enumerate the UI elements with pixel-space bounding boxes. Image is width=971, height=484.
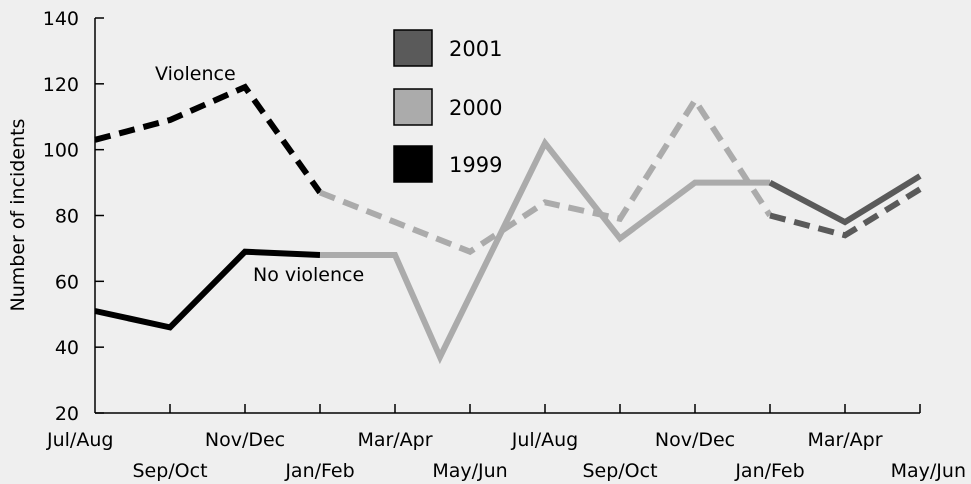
y-tick-label: 80 (55, 206, 79, 228)
x-tick-label: Mar/Apr (357, 429, 432, 451)
series-line-violence-2000 (318, 94, 773, 256)
y-tick-label: 140 (43, 8, 79, 30)
annotation-violence: Violence (155, 63, 236, 85)
x-tick-label: May/Jun (891, 460, 966, 482)
series-line-no-violence-2001 (768, 173, 922, 226)
series-layer (94, 83, 922, 365)
x-tick-label: Nov/Dec (205, 429, 285, 451)
x-tick-label: Jul/Aug (46, 429, 113, 451)
y-tick-label: 120 (43, 74, 79, 96)
y-tick-label: 40 (55, 337, 79, 359)
y-tick-label: 20 (55, 403, 79, 425)
series-line-no-violence-1999 (94, 248, 321, 331)
x-tick-label: Nov/Dec (655, 429, 735, 451)
legend-label-2000: 2000 (449, 96, 502, 120)
series-line-violence-1999 (94, 83, 323, 195)
legend-swatch-1999 (393, 145, 433, 183)
series-line-no-violence-2000 (320, 137, 770, 365)
x-axis: Jul/AugSep/OctNov/DecJan/FebMar/AprMay/J… (46, 404, 966, 482)
y-axis-title: Number of incidents (7, 119, 29, 312)
legend-label-2001: 2001 (449, 37, 502, 61)
y-tick-label: 60 (55, 271, 79, 293)
x-tick-label: Jan/Feb (734, 460, 804, 482)
series-line-violence-2001 (769, 186, 922, 239)
y-tick-label: 100 (43, 140, 79, 162)
legend-swatch-2000 (393, 88, 433, 126)
annotation-no-violence: No violence (253, 264, 364, 286)
x-tick-label: Jan/Feb (284, 460, 354, 482)
legend-swatch-2001 (393, 29, 433, 67)
legend-label-1999: 1999 (449, 153, 502, 177)
x-tick-label: Sep/Oct (132, 460, 207, 482)
y-axis: 20 40 60 80 100 120 140 (43, 8, 104, 425)
x-tick-label: Mar/Apr (807, 429, 882, 451)
x-tick-label: Sep/Oct (582, 460, 657, 482)
x-tick-label: May/Jun (432, 460, 507, 482)
x-tick-label: Jul/Aug (511, 429, 578, 451)
legend: 2001 2000 1999 (393, 29, 502, 183)
